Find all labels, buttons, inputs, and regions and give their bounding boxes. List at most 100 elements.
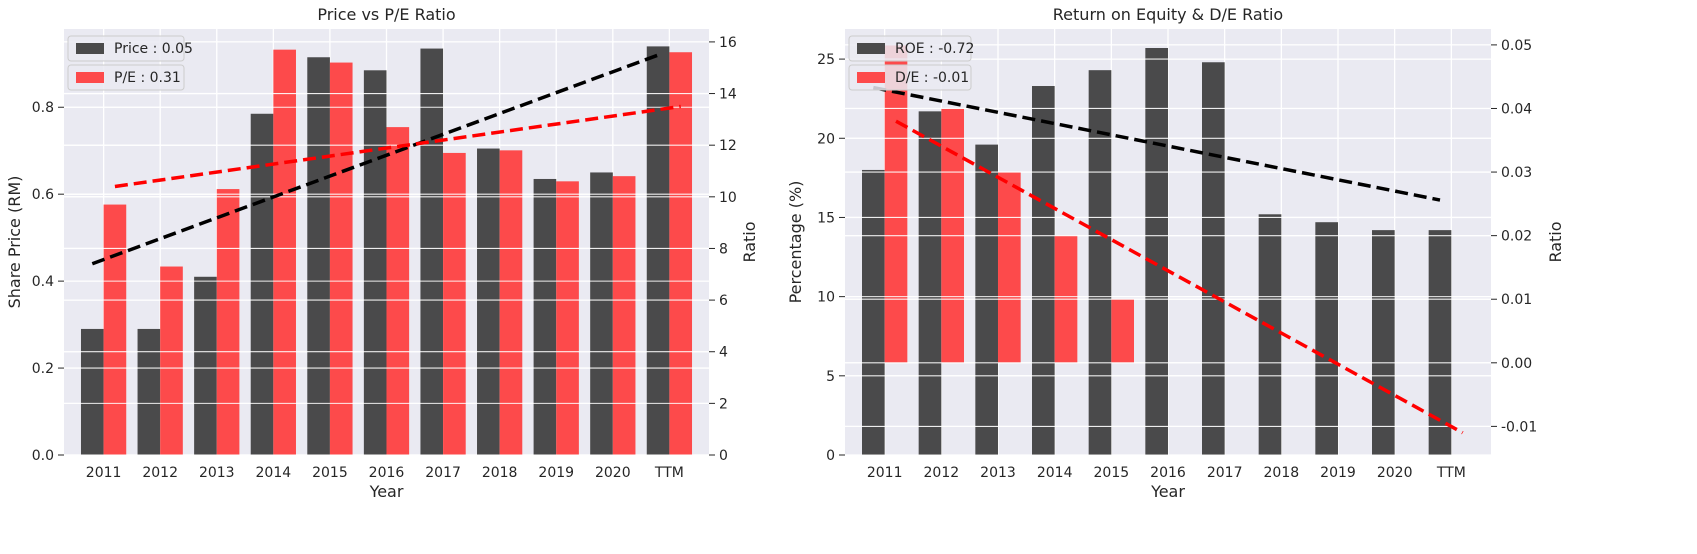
trendline-pe	[114, 104, 681, 189]
trendline-de	[895, 119, 1464, 435]
x-tick-label: 2016	[1150, 465, 1186, 481]
bar-roe	[1032, 86, 1055, 455]
legend-box	[848, 35, 972, 62]
legend-box	[67, 35, 185, 62]
bar-roe	[1088, 70, 1112, 456]
y-axis-label: Percentage (%)	[786, 181, 805, 304]
legend-swatch	[76, 72, 104, 83]
y-tick-label: 0.6	[32, 187, 54, 203]
y-axis-label: Share Price (RM)	[5, 176, 24, 309]
x-tick-label: 2019	[1320, 465, 1356, 481]
bar-pe	[160, 266, 183, 455]
trendline-roe	[872, 85, 1441, 202]
bar-pe	[216, 189, 240, 455]
bar-roe	[1145, 48, 1168, 455]
y-right-tick-label: 16	[719, 35, 737, 51]
x-tick-label: 2018	[482, 465, 518, 481]
x-tick-label: 2013	[980, 465, 1016, 481]
chart-title: Return on Equity & D/E Ratio	[1053, 5, 1283, 24]
y-right-tick-label: 14	[719, 87, 737, 103]
x-tick-label: 2012	[924, 465, 960, 481]
bar-roe	[975, 144, 998, 455]
x-tick-label: 2020	[595, 465, 631, 481]
y-right-tick-label: 12	[719, 138, 737, 154]
y-tick-label: 0.0	[32, 448, 54, 464]
y-right-tick-label: 4	[719, 345, 728, 361]
y-right-axis-label: Ratio	[1546, 221, 1565, 262]
bar-roe	[1315, 222, 1338, 455]
legend-label: ROE : -0.72	[895, 41, 974, 57]
bar-de	[1111, 299, 1134, 363]
bar-roe	[1372, 230, 1395, 455]
y-tick-label: 15	[817, 210, 835, 226]
y-tick-label: 20	[817, 131, 835, 147]
y-right-tick-label: 8	[719, 241, 728, 257]
y-tick-label: 0	[826, 448, 835, 464]
y-right-tick-label: 0.04	[1501, 101, 1532, 117]
chart-title: Price vs P/E Ratio	[317, 5, 455, 24]
x-tick-label: 2019	[538, 465, 574, 481]
x-tick-label: 2014	[1037, 465, 1073, 481]
y-right-tick-label: 0.00	[1501, 356, 1532, 372]
bar-roe	[862, 169, 885, 455]
bar-price	[477, 148, 500, 455]
legend-box	[848, 64, 972, 91]
legend-swatch	[76, 43, 104, 54]
y-tick-label: 0.8	[32, 100, 54, 116]
legend-right-series: P/E : 0.31	[67, 64, 185, 91]
y-tick-label: 5	[826, 369, 835, 385]
bar-pe	[499, 150, 523, 455]
y-tick-label: 0.4	[32, 274, 54, 290]
bar-pe	[443, 152, 466, 455]
y-right-tick-label: 0	[719, 448, 728, 464]
trendline-price	[91, 53, 659, 266]
x-tick-label: 2015	[1094, 465, 1130, 481]
legend-left-series: ROE : -0.72	[848, 35, 974, 62]
x-tick-label: 2015	[312, 465, 348, 481]
y-right-tick-label: 0.05	[1501, 38, 1532, 54]
bar-pe	[612, 176, 636, 455]
legend-label: D/E : -0.01	[895, 70, 969, 86]
y-right-tick-label: 2	[719, 396, 728, 412]
bar-roe	[1258, 214, 1282, 455]
x-tick-label: 2011	[867, 465, 903, 481]
y-right-tick-label: -0.01	[1501, 419, 1537, 435]
chart-1: 0.0 0.2 0.4 0.6 0.8 0 2 4 6 8 10 12 14 16 2011 2012 2013…	[5, 5, 759, 501]
bar-pe	[386, 127, 410, 455]
x-tick-label: 2017	[425, 465, 461, 481]
x-tick-label: 2016	[369, 465, 405, 481]
bar-roe	[918, 111, 942, 456]
bar-pe	[329, 62, 353, 456]
x-tick-label: 2013	[199, 465, 235, 481]
x-axis-label: Year	[369, 482, 404, 501]
legend-right-series: D/E : -0.01	[848, 64, 972, 91]
y-right-tick-label: 10	[719, 190, 737, 206]
bar-price	[137, 328, 161, 455]
bar-price	[646, 46, 670, 455]
y-right-axis-label: Ratio	[740, 221, 759, 262]
y-tick-label: 10	[817, 290, 835, 306]
bar-price	[363, 70, 387, 455]
bar-price	[250, 113, 274, 455]
legend-swatch	[857, 43, 885, 54]
legend-box	[67, 64, 185, 91]
bar-price	[533, 178, 557, 455]
bar-price	[307, 57, 330, 456]
bar-price	[420, 48, 444, 456]
x-tick-label: 2017	[1207, 465, 1243, 481]
legend-swatch	[857, 72, 885, 83]
x-tick-label: 2012	[142, 465, 178, 481]
y-tick-label: 25	[817, 52, 835, 68]
bar-pe	[273, 49, 296, 456]
y-right-tick-label: 0.02	[1501, 229, 1532, 245]
bar-price	[194, 276, 217, 455]
x-tick-label: 2020	[1377, 465, 1413, 481]
bar-pe	[669, 52, 693, 456]
bar-price	[590, 172, 613, 455]
bar-de	[998, 172, 1021, 363]
bar-pe	[103, 204, 127, 455]
chart-2: 0 5 10 15 20 25 -0.01 0.00 0.01 0.02 0.03 0.04 0.05 2…	[786, 5, 1565, 501]
legend-left-series: Price : 0.05	[67, 35, 193, 62]
